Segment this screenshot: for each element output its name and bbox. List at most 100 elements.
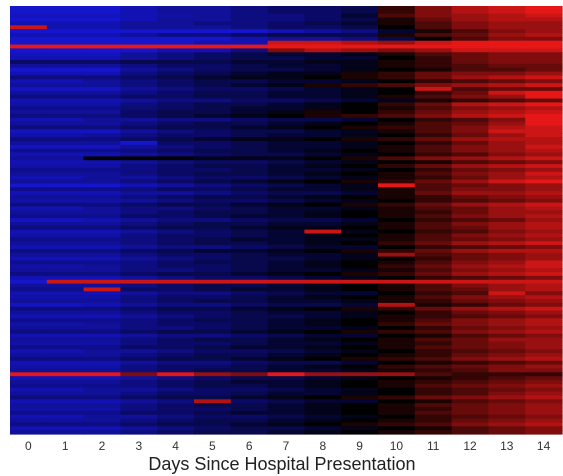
heatmap-cell <box>304 333 342 339</box>
heatmap-cell <box>488 422 526 427</box>
heatmap-cell <box>194 152 232 157</box>
heatmap-cell <box>341 364 379 370</box>
heatmap-cell <box>304 129 342 134</box>
heatmap-cell <box>267 403 305 408</box>
heatmap-cell <box>46 275 85 281</box>
heatmap-cell <box>341 133 379 138</box>
heatmap-cell <box>194 86 232 92</box>
heatmap-cell <box>83 229 121 235</box>
heatmap-cell <box>120 32 158 38</box>
heatmap-cell <box>378 194 416 200</box>
heatmap-cell <box>488 356 526 362</box>
heatmap-cell <box>267 90 305 96</box>
heatmap-cell <box>267 164 305 169</box>
heatmap-cell <box>525 229 563 235</box>
heatmap-cell <box>157 422 195 427</box>
heatmap-cell <box>46 221 85 227</box>
heatmap-cell <box>46 299 85 304</box>
heatmap-cell <box>157 345 195 350</box>
heatmap-cell <box>451 40 489 46</box>
heatmap-cell <box>378 306 416 312</box>
heatmap-cell <box>120 13 158 19</box>
heatmap-cell <box>46 364 85 370</box>
heatmap-cell <box>230 322 269 327</box>
heatmap-cell <box>378 395 416 400</box>
heatmap-cell <box>230 237 269 242</box>
heatmap-cell <box>120 79 158 84</box>
heatmap-cell <box>304 83 342 88</box>
heatmap-cell <box>341 218 379 223</box>
x-tick-label: 4 <box>172 439 179 453</box>
heatmap-cell <box>46 383 85 389</box>
heatmap-cell <box>157 59 195 65</box>
heatmap-cell <box>120 9 158 15</box>
heatmap-cell <box>378 44 416 50</box>
heatmap-cell <box>46 329 85 335</box>
heatmap-cell <box>488 345 526 350</box>
heatmap-cell <box>488 32 526 38</box>
heatmap-cell <box>525 117 563 123</box>
heatmap-cell <box>194 129 232 134</box>
heatmap-cell <box>451 63 489 69</box>
heatmap-cell <box>525 121 563 127</box>
heatmap-cell <box>10 140 48 146</box>
heatmap-cell <box>194 233 232 238</box>
heatmap-cell <box>414 306 453 312</box>
heatmap-cell <box>230 21 269 26</box>
heatmap-cell <box>414 59 453 65</box>
heatmap-cell <box>451 21 489 26</box>
heatmap-cell <box>451 295 489 300</box>
heatmap-cell <box>83 137 121 142</box>
heatmap-cell <box>10 221 48 227</box>
heatmap-cell <box>525 225 563 231</box>
heatmap-cell <box>83 322 121 327</box>
heatmap-cell <box>120 183 158 188</box>
heatmap-cell <box>488 179 526 184</box>
heatmap-cell <box>341 279 379 285</box>
heatmap-cell <box>157 140 195 146</box>
heatmap-cell <box>194 349 232 354</box>
heatmap-cell <box>488 198 526 204</box>
heatmap-cell <box>46 133 85 138</box>
heatmap-cell <box>378 302 416 308</box>
heatmap-cell <box>194 29 232 34</box>
heatmap-cell <box>157 21 195 26</box>
heatmap-cell <box>341 83 379 88</box>
heatmap-cell <box>157 29 195 34</box>
heatmap-cell <box>451 241 489 246</box>
heatmap-cell <box>46 148 85 154</box>
heatmap-cell <box>304 306 342 312</box>
heatmap-cell <box>451 156 489 161</box>
heatmap-cell <box>157 407 195 412</box>
heatmap-cell <box>378 430 416 435</box>
heatmap-cell <box>230 52 269 57</box>
heatmap-cell <box>304 94 342 100</box>
heatmap-cell <box>341 214 379 219</box>
heatmap-cell <box>341 245 379 250</box>
heatmap-cell <box>451 32 489 38</box>
heatmap-cell <box>194 140 232 146</box>
heatmap-cell <box>267 102 305 107</box>
heatmap-cell <box>157 121 195 127</box>
heatmap-cell <box>304 241 342 246</box>
heatmap-cell <box>267 175 305 181</box>
heatmap-cell <box>378 337 416 343</box>
heatmap-cell <box>414 252 453 258</box>
heatmap-cell <box>414 322 453 327</box>
heatmap-cell <box>304 260 342 265</box>
heatmap-cell <box>194 9 232 15</box>
heatmap-cell <box>525 275 563 281</box>
heatmap-cell <box>120 29 158 34</box>
heatmap-cell <box>83 6 121 11</box>
heatmap-cell <box>157 337 195 343</box>
heatmap-cell <box>83 287 121 292</box>
heatmap-cell <box>414 341 453 346</box>
heatmap-cell <box>378 264 416 269</box>
heatmap-cell <box>120 210 158 215</box>
heatmap-cell <box>525 233 563 238</box>
heatmap-cell <box>451 13 489 19</box>
heatmap-cell <box>83 368 121 373</box>
heatmap-cell <box>46 67 85 73</box>
heatmap-cell <box>83 86 121 92</box>
heatmap-cell <box>10 137 48 142</box>
